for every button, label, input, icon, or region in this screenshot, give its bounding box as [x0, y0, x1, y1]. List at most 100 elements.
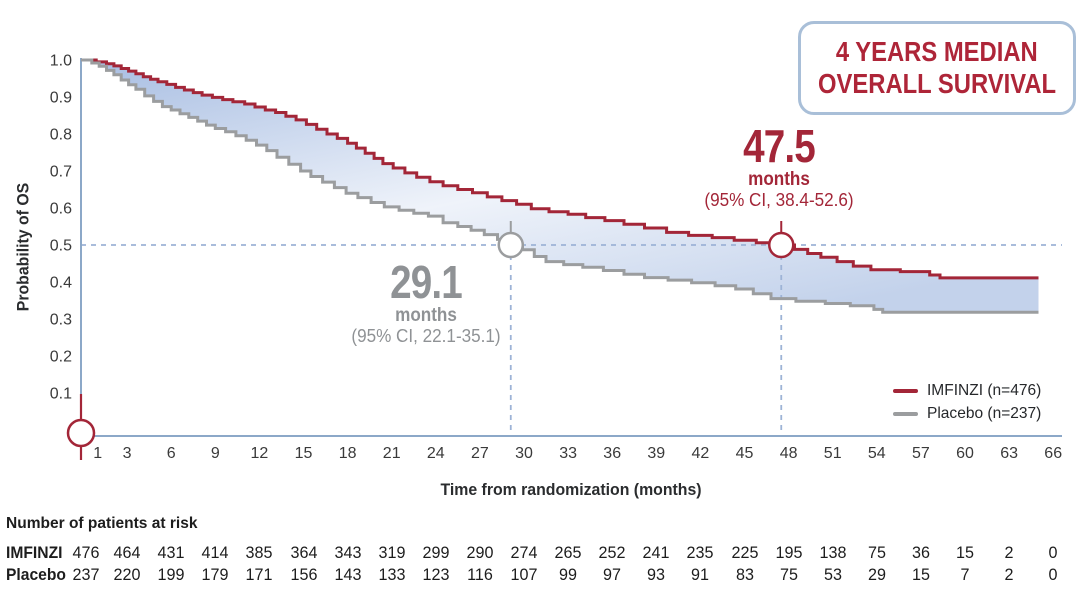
- risk-count: 385: [245, 543, 273, 562]
- risk-count: 0: [1048, 565, 1058, 584]
- placebo-median-marker: [497, 231, 525, 259]
- risk-count: 464: [113, 543, 141, 562]
- x-tick-label: 12: [251, 445, 269, 462]
- x-tick-label: 54: [868, 445, 886, 462]
- risk-count: 0: [1048, 543, 1058, 562]
- risk-count: 143: [334, 565, 362, 584]
- x-tick-label: 57: [912, 445, 930, 462]
- legend-label-placebo: Placebo (n=237): [927, 404, 1042, 422]
- risk-count: 138: [819, 543, 847, 562]
- risk-count: 364: [290, 543, 317, 562]
- x-tick-label: 66: [1044, 445, 1062, 462]
- placebo-median-ci: (95% CI, 22.1-35.1): [351, 325, 501, 346]
- risk-count: 199: [157, 565, 185, 584]
- placebo-median-annotation: 29.1 months (95% CI, 22.1-35.1): [347, 259, 504, 347]
- imfinzi-line-swatch: [893, 388, 918, 393]
- legend: IMFINZI (n=476) Placebo (n=237): [893, 379, 1045, 425]
- x-tick-label: 3: [123, 445, 132, 462]
- risk-row-label-imfinzi: IMFINZI: [6, 543, 63, 562]
- risk-count: 99: [559, 565, 578, 584]
- badge-line-1: 4 YEARS MEDIAN: [836, 36, 1038, 68]
- x-tick-label: 45: [736, 445, 754, 462]
- legend-label-imfinzi: IMFINZI (n=476): [927, 381, 1042, 399]
- risk-count: 274: [510, 543, 538, 562]
- risk-count: 476: [72, 543, 100, 562]
- risk-count: 171: [245, 565, 273, 584]
- y-tick-label: 0.1: [50, 386, 72, 403]
- risk-count: 220: [113, 565, 141, 584]
- risk-count: 53: [823, 565, 842, 584]
- x-tick-label: 42: [692, 445, 710, 462]
- y-tick-label: 0.6: [50, 201, 72, 218]
- risk-count: 195: [775, 543, 803, 562]
- risk-count: 15: [911, 565, 930, 584]
- survival-chart: 1 3 6 9 12 15 18 21 24 27 30 33 36 39 42 45 48 51 54 57 60 63…: [50, 53, 1062, 463]
- risk-count: 15: [956, 543, 974, 562]
- confidence-band: [81, 60, 1039, 313]
- y-tick-label: 0.9: [50, 90, 72, 107]
- risk-count: 299: [422, 543, 450, 562]
- y-tick-label: 1.0: [50, 53, 72, 70]
- imfinzi-median-unit: months: [748, 169, 810, 190]
- imfinzi-median-marker: [768, 231, 795, 259]
- x-tick-label: 27: [471, 445, 489, 462]
- x-tick-label: 21: [383, 445, 401, 462]
- risk-count: 225: [731, 543, 758, 562]
- risk-count: 75: [779, 565, 798, 584]
- x-tick-label: 15: [295, 445, 313, 462]
- x-axis-title: Time from randomization (months): [440, 481, 702, 499]
- y-tick-label: 0.3: [50, 312, 72, 329]
- y-tick-label: 0.7: [50, 164, 72, 181]
- imfinzi-median-annotation: 47.5 months (95% CI, 38.4-52.6): [700, 123, 857, 211]
- x-tick-label: 36: [603, 445, 621, 462]
- legend-item-imfinzi: IMFINZI (n=476): [893, 379, 1045, 402]
- x-tick-label: 18: [339, 445, 357, 462]
- placebo-line-swatch: [893, 411, 918, 416]
- risk-count: 7: [960, 565, 970, 584]
- risk-count: 179: [201, 565, 229, 584]
- x-tick-label: 60: [956, 445, 974, 462]
- x-tick-label: 63: [1000, 445, 1018, 462]
- imfinzi-median-ci: (95% CI, 38.4-52.6): [704, 189, 854, 210]
- risk-count: 91: [691, 565, 710, 584]
- risk-table-header: Number of patients at risk: [6, 515, 198, 532]
- placebo-median-unit: months: [395, 305, 457, 326]
- risk-count: 123: [422, 565, 450, 584]
- risk-count: 97: [603, 565, 622, 584]
- risk-count: 431: [157, 543, 185, 562]
- imfinzi-median-value: 47.5: [743, 120, 816, 172]
- y-tick-label: 0.5: [50, 238, 72, 255]
- risk-count: 319: [378, 543, 406, 562]
- placebo-median-value: 29.1: [390, 256, 463, 308]
- risk-count: 75: [867, 543, 886, 562]
- imfinzi-curve: [81, 58, 1039, 280]
- x-tick-label: 39: [647, 445, 665, 462]
- x-tick-label: 6: [167, 445, 176, 462]
- risk-count: 133: [378, 565, 406, 584]
- y-axis-title: Probability of OS: [14, 182, 33, 312]
- risk-count: 237: [72, 565, 100, 584]
- risk-count: 343: [334, 543, 362, 562]
- risk-count: 83: [735, 565, 754, 584]
- y-tick-label: 0.4: [50, 275, 72, 292]
- x-tick-label: 1: [93, 445, 102, 462]
- risk-count: 116: [467, 565, 493, 584]
- placebo-curve: [81, 58, 1039, 314]
- risk-count: 2: [1004, 565, 1014, 584]
- risk-count: 265: [554, 543, 582, 562]
- risk-count: 290: [466, 543, 494, 562]
- legend-item-placebo: Placebo (n=237): [893, 402, 1045, 425]
- origin-marker: [66, 418, 96, 448]
- risk-count: 29: [867, 565, 886, 584]
- x-tick-label: 30: [515, 445, 533, 462]
- risk-count: 107: [510, 565, 538, 584]
- y-tick-label: 0.8: [50, 127, 72, 144]
- x-tick-label: 48: [780, 445, 798, 462]
- headline-badge: 4 YEARS MEDIAN OVERALL SURVIVAL: [798, 21, 1076, 115]
- risk-count: 414: [201, 543, 229, 562]
- risk-count: 252: [598, 543, 626, 562]
- x-tick-label: 51: [824, 445, 842, 462]
- risk-count: 93: [647, 565, 666, 584]
- x-tick-label: 24: [427, 445, 445, 462]
